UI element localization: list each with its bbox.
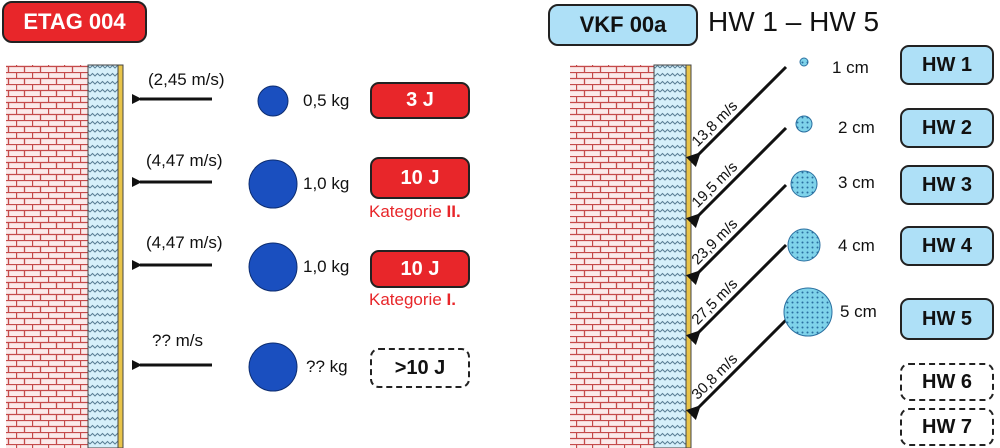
left-speed-3: (4,47 m/s) [146,233,223,252]
right-wall [570,64,692,448]
hail-size-4: 4 cm [838,236,875,255]
hail-size-1: 1 cm [832,58,869,77]
hail-arrow-1 [685,65,788,168]
left-speed-1: (2,45 m/s) [148,70,225,89]
hail-speed-3: 23,9 m/s [688,215,741,268]
energy-badge-4: >10 J [370,348,470,388]
hail-speed-1: 13,8 m/s [688,97,741,150]
left-render-layer [117,64,124,448]
hailstone-2 [795,115,813,133]
right-render-layer [685,64,692,448]
left-mass-1: 0,5 kg [303,91,350,110]
hw-class-3: HW 3 [900,165,994,205]
hailstone-5 [783,287,833,337]
hailstone-4 [787,228,821,262]
etag-title-badge: ETAG 004 [2,1,147,43]
energy-badge-1: 3 J [370,82,470,119]
impact-ball-3 [248,242,298,292]
hw-class-2: HW 2 [900,108,994,148]
left-wall [6,64,124,448]
right-insulation-layer [653,64,687,448]
hw-class-4: HW 4 [900,226,994,266]
left-mass-3: 1,0 kg [303,257,350,276]
left-mass-4: ?? kg [306,357,348,376]
hail-size-2: 2 cm [838,118,875,137]
hail-arrow-3 [685,183,788,286]
hail-arrow-5 [685,318,788,421]
hail-speed-2: 19,5 m/s [688,158,741,211]
hw-class-6: HW 6 [900,363,994,401]
energy-badge-2: 10 J [370,157,470,199]
impact-ball-1 [257,85,289,117]
hail-size-5: 5 cm [840,302,877,321]
hail-speed-4: 27,5 m/s [688,275,741,328]
hw-class-5: HW 5 [900,298,994,340]
right-brick-layer [570,65,654,448]
category-label-2: Kategorie II. [369,202,461,221]
hailstone-3 [790,170,818,198]
left-mass-2: 1,0 kg [303,174,350,193]
hail-class-range: HW 1 – HW 5 [708,6,880,37]
left-insulation-layer [87,64,119,448]
hail-size-3: 3 cm [838,173,875,192]
left-brick-layer [6,65,88,448]
energy-badge-3: 10 J [370,250,470,288]
vkf-title-badge: VKF 00a [548,4,698,46]
left-speed-4: ?? m/s [152,331,204,350]
impact-ball-2 [248,159,298,209]
hw-class-1: HW 1 [900,45,994,85]
impact-ball-4 [248,342,298,392]
hail-speed-5: 30,8 m/s [688,350,741,403]
hail-arrow-2 [685,126,788,229]
category-label-3: Kategorie I. [369,290,456,309]
hail-arrow-4 [685,243,788,346]
hailstone-1 [799,57,809,67]
hw-class-7: HW 7 [900,408,994,446]
left-speed-2: (4,47 m/s) [146,151,223,170]
